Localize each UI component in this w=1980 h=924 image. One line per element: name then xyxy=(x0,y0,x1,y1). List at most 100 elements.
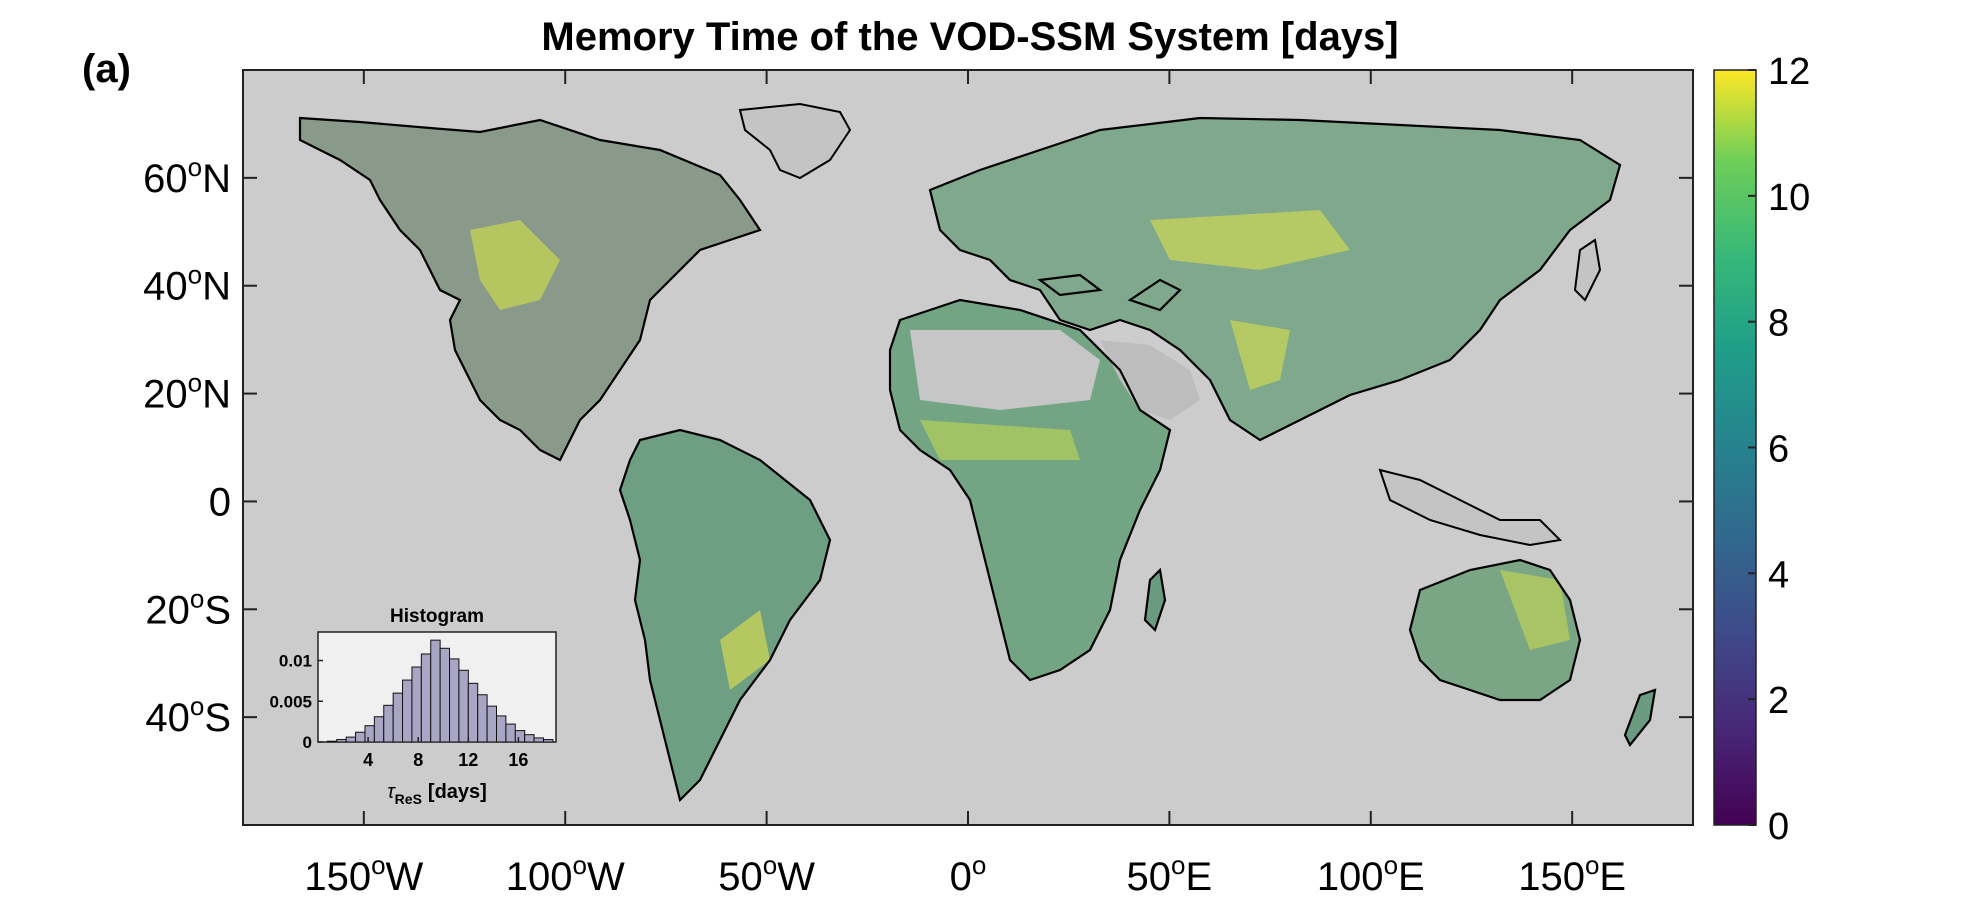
histogram-bar xyxy=(420,653,432,743)
lat-tick-label: 20oN xyxy=(143,368,231,417)
lat-tick-hemisphere: N xyxy=(202,265,231,309)
histogram-title: Histogram xyxy=(390,606,484,627)
lat-tick-hemisphere: S xyxy=(204,696,231,740)
histogram-bar xyxy=(326,740,338,743)
histogram-bar xyxy=(411,666,422,743)
degree-mark: o xyxy=(1585,850,1599,880)
histogram-xlabel-subscript: ReS xyxy=(395,791,422,807)
new-zealand-coastline xyxy=(1623,688,1657,748)
colorbar-ticks: 0 2 4 6 8 10 12 xyxy=(1748,51,1810,848)
panel-label: (a) xyxy=(82,47,131,91)
degree-mark: o xyxy=(972,850,986,880)
histogram-xlabel-symbol: τ xyxy=(387,781,396,803)
lon-tick-value: 100 xyxy=(506,855,573,899)
histogram-bar xyxy=(524,734,535,743)
maritime-asia-land xyxy=(1378,468,1563,547)
japan-land xyxy=(1573,238,1602,302)
histogram-y-axis: 0 0.005 0.01 xyxy=(269,652,323,752)
colorbar-tick-label: 10 xyxy=(1768,177,1810,219)
yellow-patch-aus xyxy=(1500,570,1570,650)
colorbar-tick-label: 6 xyxy=(1768,429,1789,471)
sahara-region xyxy=(910,330,1100,410)
africa-coastline xyxy=(888,298,1172,682)
histogram-bar xyxy=(449,658,460,743)
lon-tick-hemisphere: W xyxy=(777,855,815,899)
lon-tick-hemisphere: E xyxy=(1599,855,1626,899)
south-america-coastline xyxy=(618,428,832,803)
lat-tick-label: 20oS xyxy=(145,583,231,632)
histogram-y-tick-label: 0.005 xyxy=(269,692,312,711)
degree-mark: o xyxy=(572,850,586,880)
yellow-patch-asia xyxy=(1150,210,1350,270)
lon-tick-label: 150oE xyxy=(1518,850,1626,899)
lat-tick-hemisphere: N xyxy=(202,373,231,417)
land-data-layer xyxy=(300,102,1655,800)
histogram-bar xyxy=(364,725,375,743)
figure-title: Memory Time of the VOD-SSM System [days] xyxy=(541,15,1398,59)
lat-tick-value: 20 xyxy=(143,373,188,417)
colorbar-tick-label: 2 xyxy=(1768,680,1789,722)
lat-tick-value: 20 xyxy=(145,588,190,632)
lat-tick-value: 40 xyxy=(143,265,188,309)
lat-tick-hemisphere: S xyxy=(204,588,231,632)
histogram-bar xyxy=(373,716,385,743)
lon-tick-hemisphere: W xyxy=(587,855,625,899)
lat-tick-hemisphere: N xyxy=(202,157,231,201)
eurasia-coastline xyxy=(928,116,1622,442)
degree-mark: o xyxy=(763,850,777,880)
histogram-bar xyxy=(533,737,544,743)
histogram-bar xyxy=(355,731,366,743)
histogram-x-tick-label: 16 xyxy=(508,750,528,770)
histogram-bar xyxy=(514,730,526,743)
histogram-xlabel-unit: [days] xyxy=(428,781,487,803)
lon-tick-value: 100 xyxy=(1317,855,1384,899)
degree-mark: o xyxy=(188,368,202,398)
lon-tick-label: 50oE xyxy=(1127,850,1213,899)
degree-mark: o xyxy=(190,691,204,721)
black-sea-coastline xyxy=(1037,273,1103,297)
colorbar-tick-label: 4 xyxy=(1768,554,1789,596)
colorbar-tick-label: 8 xyxy=(1768,303,1789,345)
south-america-land xyxy=(620,430,830,800)
coastlines xyxy=(298,116,1657,803)
lon-tick-hemisphere: W xyxy=(386,855,424,899)
histogram-bar xyxy=(345,736,357,743)
eurasia-land xyxy=(930,118,1620,440)
lat-tick-label: 40oS xyxy=(145,691,231,740)
histogram-y-tick-label: 0.01 xyxy=(279,652,312,671)
histogram-bar xyxy=(383,704,394,743)
degree-mark: o xyxy=(1171,850,1185,880)
greenland-land xyxy=(738,102,852,180)
yellow-patch-sahel xyxy=(920,420,1080,460)
yellow-patch-sa xyxy=(720,610,770,690)
yellow-patch-india xyxy=(1230,320,1290,390)
histogram-bar xyxy=(486,705,497,743)
new-zealand-land xyxy=(1625,690,1655,745)
histogram-inset: Histogram 4 8 12 16 0 0.005 0.01 τReS [days] xyxy=(269,606,557,807)
colorbar: 0 2 4 6 8 10 12 xyxy=(1713,51,1810,848)
colorbar-tick-label: 0 xyxy=(1768,806,1789,848)
histogram-x-tick-label: 8 xyxy=(413,750,423,770)
histogram-bar xyxy=(336,739,347,743)
degree-mark: o xyxy=(188,152,202,182)
caspian-coastline xyxy=(1127,278,1182,312)
lon-tick-value: 150 xyxy=(304,855,371,899)
histogram-x-tick-label: 12 xyxy=(458,750,478,770)
colorbar-tick-label: 12 xyxy=(1768,51,1810,93)
lat-tick-value: 60 xyxy=(143,157,188,201)
histogram-bar xyxy=(496,715,507,743)
histogram-bar xyxy=(430,639,441,743)
lon-tick-label: 100oE xyxy=(1317,850,1425,899)
degree-mark: o xyxy=(1384,850,1398,880)
lon-tick-label: 50oW xyxy=(718,850,815,899)
histogram-x-axis: 4 8 12 16 xyxy=(363,737,528,770)
histogram-bar xyxy=(439,647,451,743)
histogram-bar xyxy=(505,723,516,743)
histogram-bar xyxy=(458,669,469,743)
histogram-bar xyxy=(402,679,413,743)
degree-mark: o xyxy=(190,583,204,613)
lat-tick-label: 40oN xyxy=(143,260,231,309)
lat-tick-label: 60oN xyxy=(143,152,231,201)
